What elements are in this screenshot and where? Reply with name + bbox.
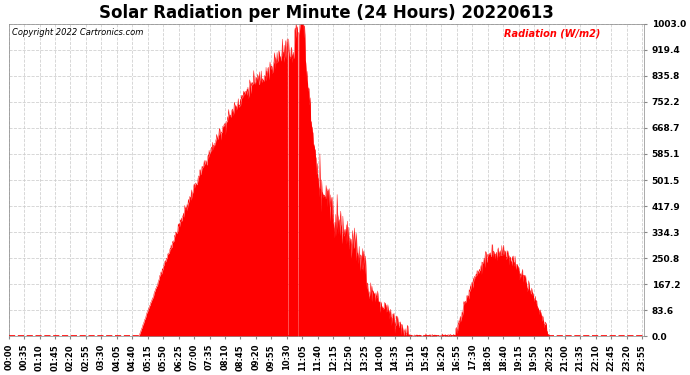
Text: Copyright 2022 Cartronics.com: Copyright 2022 Cartronics.com	[12, 28, 144, 38]
Title: Solar Radiation per Minute (24 Hours) 20220613: Solar Radiation per Minute (24 Hours) 20…	[99, 4, 554, 22]
Text: Radiation (W/m2): Radiation (W/m2)	[504, 28, 600, 38]
